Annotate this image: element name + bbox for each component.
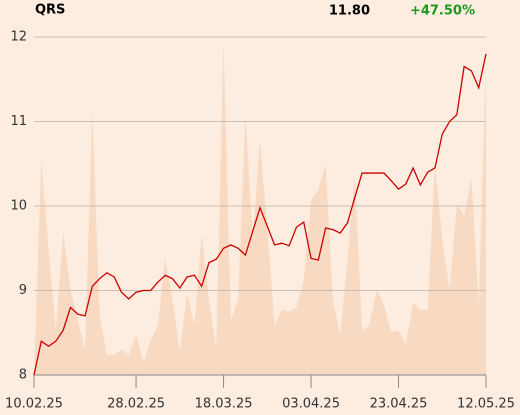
x-tick-label: 18.03.25 xyxy=(195,397,253,412)
price-change: +47.50% xyxy=(410,4,475,19)
y-tick-label: 8 xyxy=(19,368,27,383)
last-price: 11.80 xyxy=(329,4,370,19)
chart-title: QRS xyxy=(35,3,65,18)
y-tick-label: 9 xyxy=(19,283,27,298)
x-tick-label: 23.04.25 xyxy=(370,397,428,412)
x-tick-label: 03.04.25 xyxy=(282,397,340,412)
y-tick-label: 12 xyxy=(10,30,27,45)
y-tick-label: 10 xyxy=(10,199,27,214)
y-tick-label: 11 xyxy=(10,114,27,129)
x-tick-label: 12.05.25 xyxy=(457,397,515,412)
x-tick-label: 10.02.25 xyxy=(5,397,63,412)
x-tick-label: 28.02.25 xyxy=(107,397,165,412)
price-line xyxy=(33,53,487,376)
